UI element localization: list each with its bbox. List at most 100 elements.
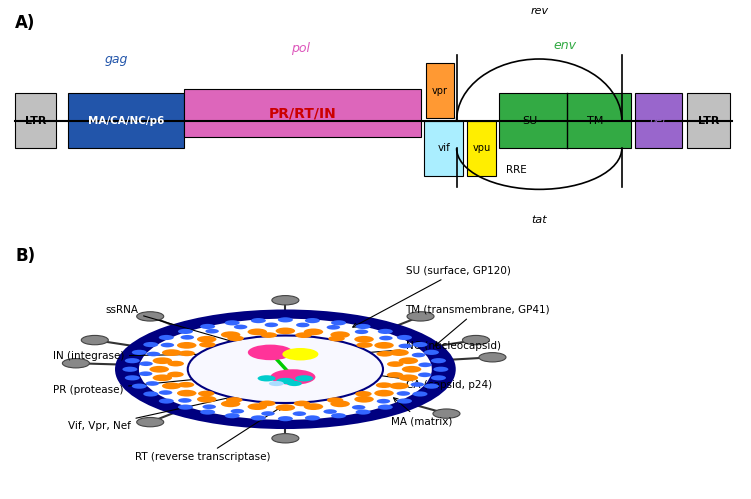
Text: B): B) bbox=[15, 248, 35, 265]
Text: rev: rev bbox=[530, 6, 548, 16]
Circle shape bbox=[200, 410, 215, 415]
Circle shape bbox=[261, 411, 275, 416]
Circle shape bbox=[295, 332, 312, 338]
Circle shape bbox=[125, 358, 140, 363]
Circle shape bbox=[205, 329, 219, 333]
Circle shape bbox=[389, 349, 409, 356]
Circle shape bbox=[330, 401, 350, 407]
Circle shape bbox=[278, 317, 293, 322]
Circle shape bbox=[248, 345, 293, 360]
Text: tat: tat bbox=[532, 215, 547, 225]
Circle shape bbox=[225, 413, 240, 418]
Circle shape bbox=[270, 369, 315, 385]
Circle shape bbox=[269, 381, 284, 386]
FancyBboxPatch shape bbox=[424, 121, 463, 176]
FancyBboxPatch shape bbox=[426, 63, 454, 118]
Circle shape bbox=[387, 361, 403, 367]
Circle shape bbox=[248, 328, 267, 335]
Circle shape bbox=[287, 381, 302, 386]
Text: vif: vif bbox=[437, 143, 451, 153]
Circle shape bbox=[203, 404, 216, 409]
Circle shape bbox=[374, 342, 394, 349]
Circle shape bbox=[376, 382, 392, 388]
Circle shape bbox=[433, 409, 460, 418]
Text: A): A) bbox=[15, 14, 35, 32]
Circle shape bbox=[303, 403, 323, 410]
Circle shape bbox=[354, 329, 368, 334]
Circle shape bbox=[188, 335, 383, 403]
Circle shape bbox=[276, 327, 295, 334]
Circle shape bbox=[378, 405, 393, 410]
Circle shape bbox=[352, 405, 366, 410]
Circle shape bbox=[374, 390, 394, 397]
Circle shape bbox=[137, 312, 164, 321]
Circle shape bbox=[251, 415, 266, 421]
Circle shape bbox=[162, 383, 182, 389]
Circle shape bbox=[146, 381, 159, 386]
Circle shape bbox=[331, 413, 346, 418]
Circle shape bbox=[418, 372, 432, 377]
Circle shape bbox=[331, 320, 346, 325]
Circle shape bbox=[276, 404, 295, 411]
Circle shape bbox=[431, 375, 446, 380]
Circle shape bbox=[259, 401, 276, 406]
Circle shape bbox=[305, 318, 320, 323]
FancyBboxPatch shape bbox=[467, 121, 496, 176]
Circle shape bbox=[152, 357, 172, 364]
Circle shape bbox=[399, 374, 418, 381]
Circle shape bbox=[179, 350, 195, 356]
Text: SU (surface, GP120): SU (surface, GP120) bbox=[353, 265, 511, 327]
Circle shape bbox=[177, 342, 197, 349]
Circle shape bbox=[418, 362, 432, 367]
Circle shape bbox=[296, 323, 309, 327]
Circle shape bbox=[116, 311, 454, 428]
Circle shape bbox=[178, 382, 195, 388]
Circle shape bbox=[139, 361, 152, 366]
Circle shape bbox=[231, 409, 244, 414]
Circle shape bbox=[402, 366, 421, 373]
Circle shape bbox=[234, 325, 247, 329]
Circle shape bbox=[158, 335, 173, 340]
Circle shape bbox=[424, 350, 439, 355]
Text: PR/RT/IN: PR/RT/IN bbox=[268, 106, 336, 120]
Text: IN (integrase): IN (integrase) bbox=[53, 351, 233, 361]
Circle shape bbox=[354, 396, 374, 403]
Circle shape bbox=[293, 411, 306, 416]
Circle shape bbox=[356, 324, 371, 329]
Circle shape bbox=[378, 329, 393, 334]
Circle shape bbox=[412, 353, 425, 357]
Circle shape bbox=[149, 366, 169, 373]
Circle shape bbox=[228, 335, 244, 341]
Circle shape bbox=[161, 343, 174, 347]
Circle shape bbox=[178, 405, 193, 410]
Circle shape bbox=[248, 403, 267, 410]
Circle shape bbox=[431, 358, 446, 363]
FancyBboxPatch shape bbox=[15, 93, 56, 148]
Circle shape bbox=[137, 418, 164, 427]
Circle shape bbox=[305, 415, 320, 421]
Circle shape bbox=[354, 336, 374, 343]
Circle shape bbox=[278, 416, 293, 421]
Circle shape bbox=[407, 312, 434, 321]
Circle shape bbox=[433, 367, 448, 372]
Circle shape bbox=[167, 361, 184, 366]
Circle shape bbox=[139, 371, 152, 376]
FancyBboxPatch shape bbox=[687, 93, 730, 148]
Circle shape bbox=[178, 398, 192, 403]
Circle shape bbox=[355, 391, 372, 397]
Text: MA (matrix): MA (matrix) bbox=[391, 398, 452, 426]
Circle shape bbox=[225, 320, 240, 325]
Circle shape bbox=[81, 335, 108, 345]
Circle shape bbox=[379, 336, 393, 340]
Circle shape bbox=[62, 359, 89, 368]
Circle shape bbox=[180, 335, 194, 340]
Text: env: env bbox=[553, 39, 576, 52]
Circle shape bbox=[303, 328, 323, 335]
Circle shape bbox=[397, 391, 410, 396]
Circle shape bbox=[261, 332, 277, 338]
Text: MA/CA/NC/p6: MA/CA/NC/p6 bbox=[88, 116, 164, 126]
Circle shape bbox=[479, 353, 506, 362]
Circle shape bbox=[412, 391, 427, 397]
Circle shape bbox=[221, 401, 240, 407]
Text: gag: gag bbox=[104, 53, 128, 66]
